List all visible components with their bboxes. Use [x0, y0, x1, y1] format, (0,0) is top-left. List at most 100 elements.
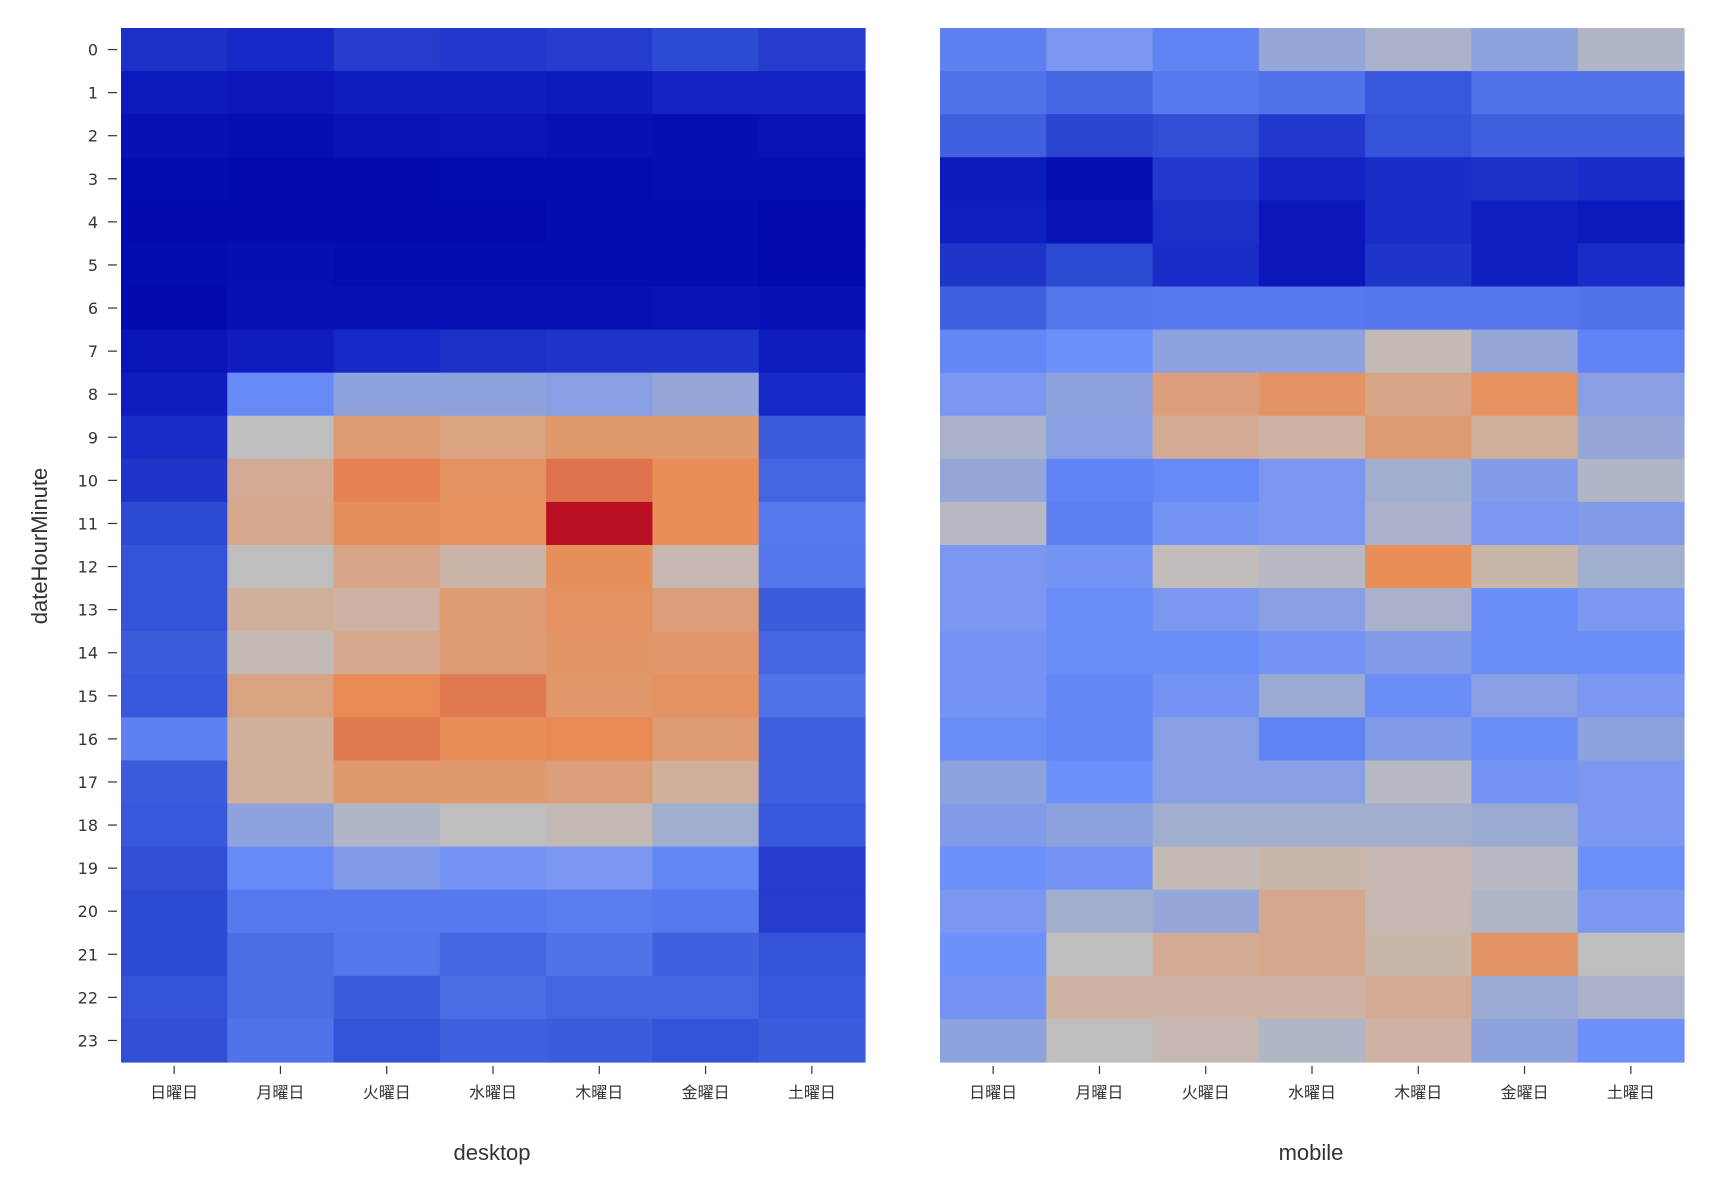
heatmap-cell [758, 846, 866, 891]
heatmap-cell [940, 1018, 1047, 1063]
heatmap-cell [1365, 1018, 1473, 1063]
heatmap-cell [940, 803, 1047, 848]
heatmap-cell [439, 1018, 547, 1063]
desktop-panel: 日曜日 月曜日 火曜日 水曜日 木曜日 金曜日 土曜日 desktop [121, 28, 866, 1165]
y-tick-label: 18 [78, 816, 98, 835]
mobile-heatmap-cells [940, 28, 1685, 1063]
heatmap-cell [1365, 674, 1473, 718]
heatmap-cell [1471, 674, 1579, 718]
heatmap-cell [439, 28, 547, 72]
heatmap-cell [1471, 846, 1579, 891]
heatmap-cell [940, 674, 1047, 718]
heatmap-cell [1471, 329, 1579, 374]
x-tick-label: 木曜日 [575, 1083, 623, 1102]
heatmap-cell [1152, 157, 1260, 201]
heatmap-cell [439, 760, 547, 805]
heatmap-cell [439, 717, 547, 762]
heatmap-cell [227, 975, 335, 1020]
heatmap-cell [1577, 803, 1685, 848]
heatmap-cell [1365, 28, 1473, 72]
heatmap-cell [439, 631, 547, 675]
heatmap-cell [758, 329, 866, 374]
heatmap-cell [121, 415, 228, 460]
heatmap-cell [333, 717, 441, 762]
heatmap-cell [439, 71, 547, 115]
heatmap-cell [546, 200, 654, 245]
heatmap-cell [546, 501, 654, 546]
heatmap-cell [758, 157, 866, 201]
heatmap-cell [439, 415, 547, 460]
heatmap-cell [121, 717, 228, 762]
heatmap-cell [652, 286, 760, 331]
heatmap-cell [758, 286, 866, 331]
y-tick-label: 3 [88, 170, 98, 189]
heatmap-cell [1365, 846, 1473, 891]
heatmap-cell [940, 932, 1047, 977]
heatmap-cell [1365, 458, 1473, 503]
heatmap-cell [652, 889, 760, 934]
heatmap-cell [121, 28, 228, 72]
heatmap-cell [1577, 889, 1685, 934]
heatmap-cell [1365, 588, 1473, 632]
heatmap-cell [439, 372, 547, 417]
heatmap-cell [546, 631, 654, 675]
heatmap-cell [758, 1018, 866, 1063]
heatmap-cell [1258, 545, 1366, 589]
heatmap-cell [1046, 372, 1154, 417]
y-tick-label: 0 [88, 41, 98, 60]
desktop-x-axis-title: desktop [453, 1140, 530, 1165]
heatmap-cell [333, 846, 441, 891]
heatmap-cell [1258, 717, 1366, 762]
heatmap-cell [1046, 200, 1154, 245]
heatmap-cell [333, 157, 441, 201]
heatmap-cell [1152, 286, 1260, 331]
heatmap-cell [1046, 889, 1154, 934]
heatmap-cell [940, 286, 1047, 331]
heatmap-cell [1046, 458, 1154, 503]
heatmap-cell [1471, 717, 1579, 762]
heatmap-cell [1471, 28, 1579, 72]
heatmap-cell [1577, 71, 1685, 115]
heatmap-cell [227, 28, 335, 72]
heatmap-cell [1471, 545, 1579, 589]
x-tick-label: 金曜日 [1501, 1083, 1549, 1102]
heatmap-cell [1046, 674, 1154, 718]
heatmap-cell [439, 458, 547, 503]
heatmap-cell [1365, 329, 1473, 374]
heatmap-cell [546, 415, 654, 460]
heatmap-cell [333, 243, 441, 288]
heatmap-cell [121, 588, 228, 632]
heatmap-cell [227, 803, 335, 848]
heatmap-cell [227, 717, 335, 762]
y-tick-label: 10 [78, 471, 98, 490]
heatmap-cell [1046, 28, 1154, 72]
heatmap-cell [1046, 1018, 1154, 1063]
y-tick-label: 13 [78, 601, 98, 620]
heatmap-cell [652, 631, 760, 675]
heatmap-cell [1577, 372, 1685, 417]
heatmap-cell [1046, 717, 1154, 762]
heatmap-cell [940, 760, 1047, 805]
heatmap-cell [121, 631, 228, 675]
heatmap-cell [940, 28, 1047, 72]
heatmap-cell [227, 458, 335, 503]
heatmap-cell [1365, 803, 1473, 848]
heatmap-cell [227, 243, 335, 288]
y-tick-label: 20 [78, 902, 98, 921]
y-tick-label: 1 [88, 84, 98, 103]
heatmap-cell [1046, 545, 1154, 589]
heatmap-cell [1152, 803, 1260, 848]
heatmap-cell [121, 114, 228, 158]
heatmap-cell [652, 1018, 760, 1063]
heatmap-cell [1577, 545, 1685, 589]
heatmap-cell [121, 501, 228, 546]
heatmap-cell [333, 200, 441, 245]
heatmap-cell [546, 760, 654, 805]
heatmap-cell [439, 501, 547, 546]
heatmap-cell [227, 545, 335, 589]
heatmap-cell [940, 631, 1047, 675]
y-tick-label: 14 [78, 644, 98, 663]
heatmap-cell [1365, 717, 1473, 762]
x-tick-label: 月曜日 [1075, 1083, 1123, 1102]
heatmap-cell [1258, 200, 1366, 245]
